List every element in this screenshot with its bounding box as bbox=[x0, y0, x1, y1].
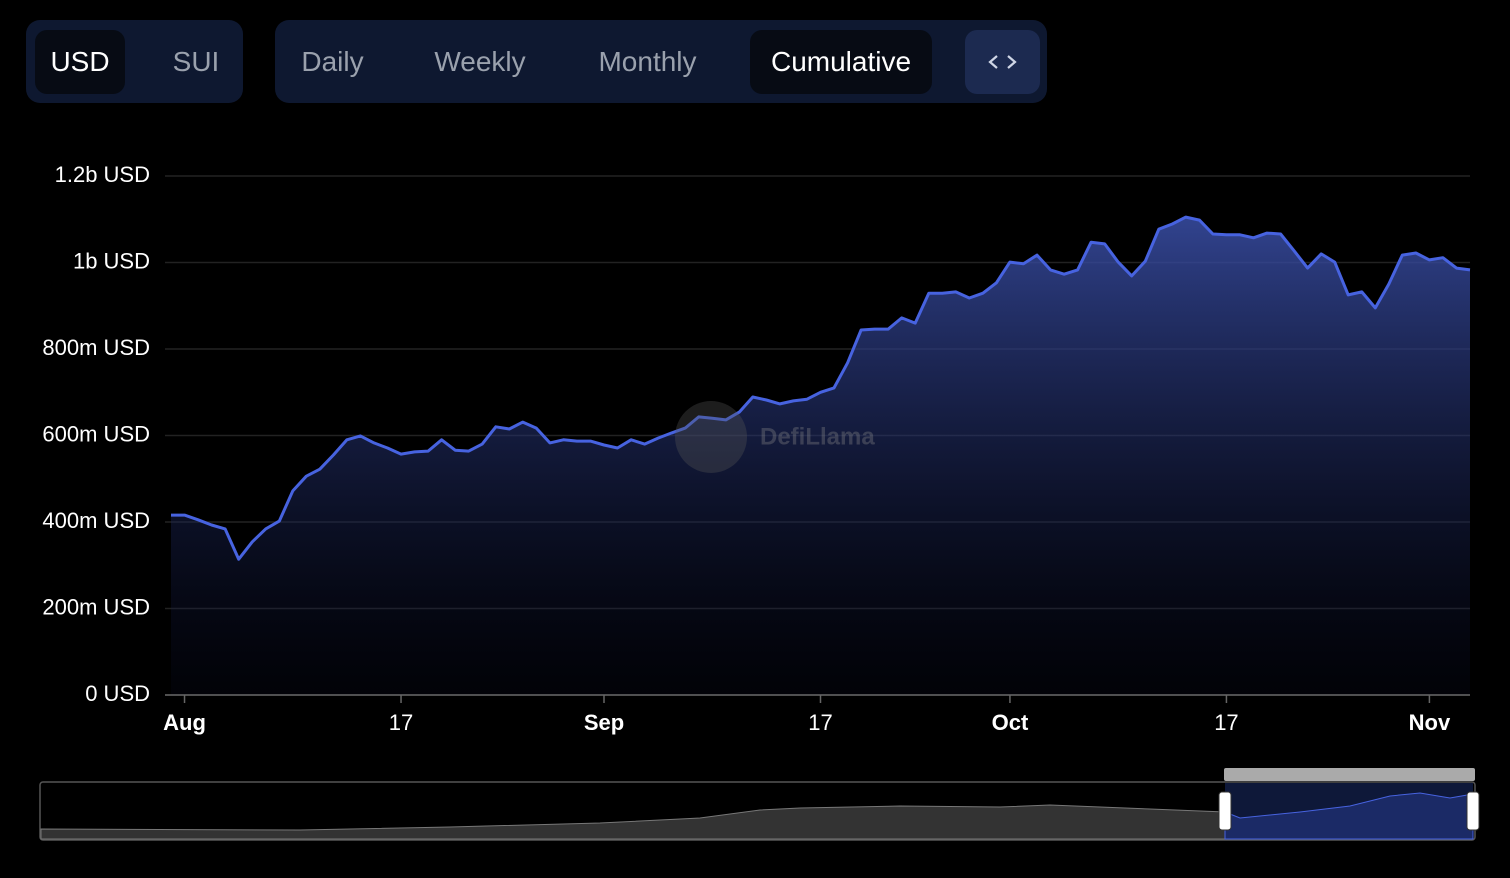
plot: 0 USD 200m USD 400m USD 600m USD 800m USD 1b … bbox=[42, 162, 1471, 735]
watermark-text: DefiLlama bbox=[760, 423, 875, 450]
y-tick-label: 600m USD bbox=[42, 421, 150, 446]
y-tick-label: 0 USD bbox=[85, 681, 150, 706]
embed-icon bbox=[988, 55, 1017, 69]
x-tick-label: 17 bbox=[1214, 710, 1238, 735]
watermark: DefiLlama bbox=[675, 401, 875, 473]
line bbox=[171, 215, 1471, 561]
x-tick-label: Sep bbox=[584, 710, 624, 735]
x-tick-label: 17 bbox=[808, 710, 832, 735]
x-tick-label: Oct bbox=[992, 710, 1029, 735]
y-tick-label: 800m USD bbox=[42, 335, 150, 360]
tab-usd[interactable]: USD bbox=[35, 30, 125, 94]
y-tick-label: 400m USD bbox=[42, 508, 150, 533]
x-tick-label: Nov bbox=[1409, 710, 1451, 735]
tab-weekly[interactable]: Weekly bbox=[434, 46, 526, 77]
tab-cumulative[interactable]: Cumulative bbox=[750, 30, 932, 94]
currency-toggle: USD SUI bbox=[26, 20, 243, 103]
y-tick-label: 1b USD bbox=[73, 248, 150, 273]
y-tick-label: 200m USD bbox=[42, 594, 150, 619]
tab-monthly[interactable]: Monthly bbox=[598, 46, 697, 77]
x-tick-label: Aug bbox=[163, 710, 206, 735]
x-tick-label: 17 bbox=[389, 710, 413, 735]
tab-sui[interactable]: SUI bbox=[172, 46, 220, 77]
navigator bbox=[39, 768, 1480, 841]
area bbox=[171, 217, 1470, 695]
embed-button[interactable] bbox=[965, 30, 1040, 94]
period-toggle: Daily Weekly Monthly Cumulative bbox=[275, 20, 1047, 103]
tab-daily[interactable]: Daily bbox=[301, 46, 364, 77]
y-tick-label: 1.2b USD bbox=[55, 162, 150, 187]
